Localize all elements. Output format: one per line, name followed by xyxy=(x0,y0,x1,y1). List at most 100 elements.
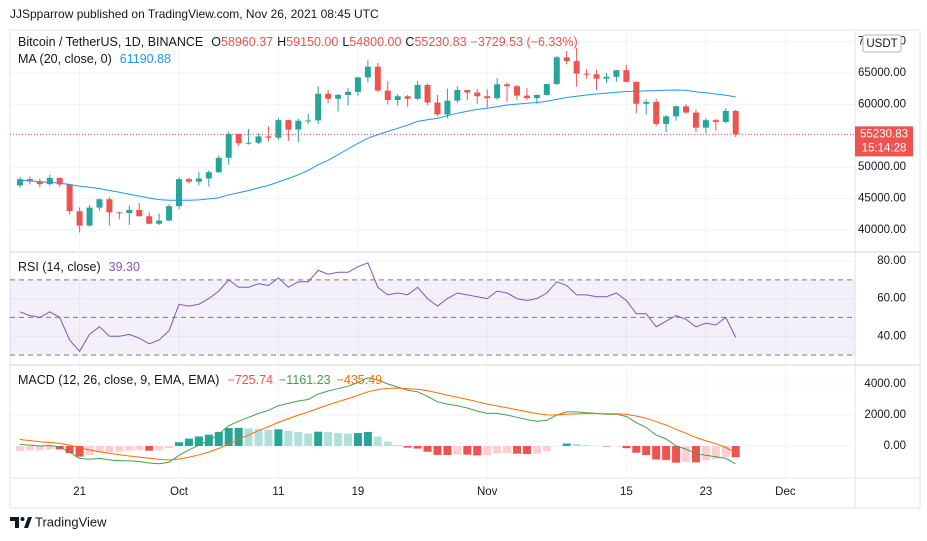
macd-histogram-bar xyxy=(652,445,661,460)
candle-body xyxy=(553,57,560,85)
candle-body xyxy=(16,179,23,186)
candle-body xyxy=(394,96,401,101)
macd-histogram-bar xyxy=(701,445,710,461)
macd-histogram-bar xyxy=(85,445,94,456)
candle-body xyxy=(96,199,103,208)
macd-histogram-bar xyxy=(324,432,333,446)
macd-histogram-bar xyxy=(264,429,273,446)
macd-histogram-bar xyxy=(622,445,631,449)
candle-body xyxy=(305,120,312,122)
candle-body xyxy=(692,112,699,128)
macd-histogram-bar xyxy=(363,431,372,446)
candle-body xyxy=(414,84,421,99)
candle-body xyxy=(633,81,640,104)
histogram-value: −725.74 xyxy=(227,373,273,387)
x-tick-label: 23 xyxy=(699,486,712,498)
macd-histogram-bar xyxy=(473,445,482,456)
candle-body xyxy=(583,73,590,75)
last-price-label: 55230.83 xyxy=(860,128,908,140)
candle-body xyxy=(514,86,520,96)
candle-body xyxy=(653,101,660,124)
candle-body xyxy=(663,116,670,124)
macd-histogram-bar xyxy=(423,445,432,452)
symbol-title: Bitcoin / TetherUS, 1D, BINANCE xyxy=(18,35,203,49)
candle-body xyxy=(245,142,252,144)
candle-body xyxy=(613,70,620,77)
macd-histogram-bar xyxy=(244,428,253,446)
x-tick-label: 19 xyxy=(352,486,365,498)
candle-body xyxy=(494,84,501,99)
y-tick-label: 40.00 xyxy=(877,330,906,342)
candle-body xyxy=(563,57,570,62)
macd-histogram-bar xyxy=(393,444,402,446)
candle-body xyxy=(345,91,351,95)
ma-line xyxy=(19,89,736,201)
macd-histogram-bar xyxy=(35,445,44,451)
macd-histogram-bar xyxy=(155,445,164,451)
candle-body xyxy=(404,96,411,99)
macd-value: −1161.23 xyxy=(279,373,331,387)
macd-histogram-bar xyxy=(443,445,452,456)
macd-histogram-bar xyxy=(194,436,203,446)
marks-layer xyxy=(10,47,855,465)
candle-body xyxy=(235,133,242,144)
candle-body xyxy=(76,211,83,226)
logo-mark xyxy=(10,517,19,528)
footer-brand: TradingView xyxy=(35,514,107,529)
ohlc-value: 55230.83 xyxy=(414,35,466,49)
candle-body xyxy=(623,70,630,82)
candle-body xyxy=(265,136,272,138)
candle-body xyxy=(255,136,262,143)
macd-histogram-bar xyxy=(344,433,352,446)
pane-legend: RSI (14, close) 39.30 xyxy=(18,260,140,274)
macd-histogram-bar xyxy=(125,445,134,451)
footer-logo xyxy=(10,517,32,528)
currency-badge xyxy=(862,34,902,53)
macd-histogram-bar xyxy=(165,445,174,449)
x-tick-label: 21 xyxy=(73,486,86,498)
macd-histogram-bar xyxy=(15,445,24,451)
macd-histogram-bar xyxy=(214,431,223,446)
macd-histogram-bar xyxy=(513,445,521,454)
candle-body xyxy=(593,74,600,79)
y-tick-label: 60.00 xyxy=(877,293,906,305)
candle-body xyxy=(683,106,689,113)
labels-layer: 21 Oct 11 19 Nov 15 23 Dec 40000.00 45000.00 50000… xyxy=(18,34,913,498)
candle-body xyxy=(523,95,530,99)
macd-histogram-bar xyxy=(284,430,293,446)
macd-histogram-bar xyxy=(463,445,472,455)
y-tick-label: 0.00 xyxy=(884,440,906,452)
y-tick-label: 50000.00 xyxy=(858,161,906,173)
macd-histogram-bar xyxy=(314,431,323,446)
macd-histogram-bar xyxy=(373,436,382,446)
pane-legend: Bitcoin / TetherUS, 1D, BINANCE O58960.37… xyxy=(18,35,578,49)
candle-body xyxy=(454,89,461,101)
ohlc-key: L xyxy=(342,35,349,49)
candle-body xyxy=(643,101,650,104)
candle-body xyxy=(364,66,371,78)
candle-body xyxy=(215,157,222,173)
macd-histogram-bar xyxy=(254,428,263,446)
y-tick-label: 40000.00 xyxy=(858,224,906,236)
candle-body xyxy=(195,178,202,182)
ohlc-value: 58960.37 xyxy=(221,35,273,49)
macd-histogram-bar xyxy=(175,442,183,446)
logo-mark xyxy=(24,517,32,528)
ma-value: 61190.88 xyxy=(120,52,171,66)
macd-histogram-bar xyxy=(274,429,283,446)
macd-histogram-bar xyxy=(403,445,412,448)
candle-body xyxy=(573,61,580,74)
macd-histogram-bar xyxy=(45,445,54,450)
last-price-badge xyxy=(855,126,913,157)
candle-body xyxy=(384,90,391,101)
candle-body xyxy=(146,216,153,224)
macd-histogram-bar xyxy=(75,445,84,457)
y-tick-label: 2000.00 xyxy=(864,409,906,421)
y-tick-label: 80.00 xyxy=(877,255,906,267)
pane-legend: MACD (12, 26, close, 9, EMA, EMA) −725.74… xyxy=(18,373,382,387)
candle-body xyxy=(116,212,123,214)
candle-body xyxy=(315,93,322,121)
candle-body xyxy=(56,177,63,185)
candle-body xyxy=(176,179,182,207)
